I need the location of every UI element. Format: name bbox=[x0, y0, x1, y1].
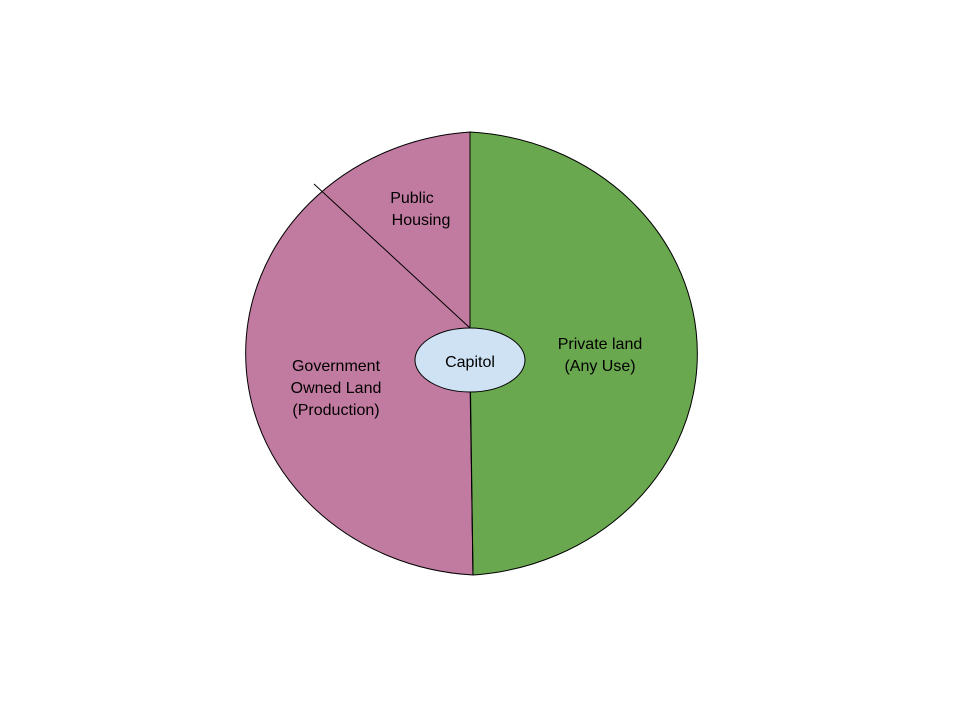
private-land-label-line1: Private land bbox=[558, 336, 643, 353]
divider-center-bottom bbox=[469, 379, 474, 576]
government-land-label-line1: Government bbox=[292, 358, 381, 375]
government-land-label-line2: Owned Land bbox=[291, 380, 382, 397]
public-housing-label-line2: Housing bbox=[392, 212, 451, 229]
capitol-region bbox=[414, 327, 526, 393]
government-land-region bbox=[245, 131, 474, 576]
public-housing-label-line1: Public bbox=[390, 190, 434, 207]
divider-housing-government bbox=[313, 183, 471, 329]
private-land-region bbox=[469, 131, 698, 576]
government-land-label-line3: (Production) bbox=[292, 402, 379, 419]
capitol-label: Capitol bbox=[445, 354, 495, 371]
private-land-label-line2: (Any Use) bbox=[564, 358, 635, 375]
